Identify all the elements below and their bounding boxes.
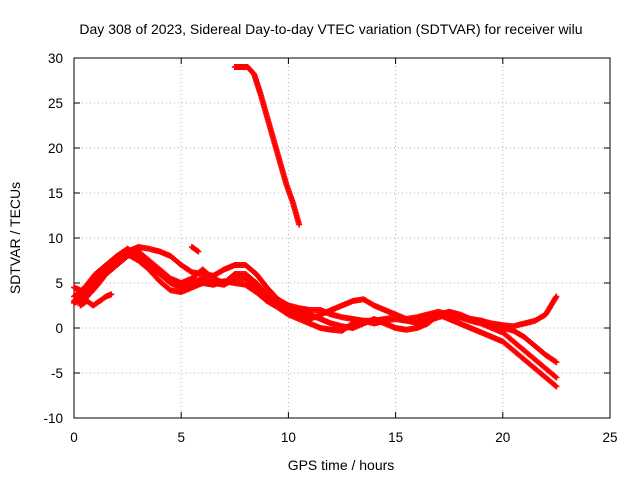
y-tick-label: 30: [48, 51, 63, 66]
data-point: [553, 383, 560, 390]
x-tick-label: 5: [177, 430, 185, 445]
y-tick-label: 20: [48, 141, 63, 156]
y-tick-label: 25: [48, 96, 63, 111]
y-axis-label: SDTVAR / TECUs: [7, 182, 23, 294]
series-arc-5: [77, 244, 202, 309]
ticks: 0 5 10 15 20 25 -10 -5 0 5 10 15 20 25 30: [43, 51, 617, 445]
x-tick-label: 15: [388, 430, 403, 445]
y-tick-label: 15: [48, 186, 63, 201]
x-axis-label: GPS time / hours: [288, 457, 395, 473]
data-point: [553, 359, 560, 366]
series-arc-6: [231, 64, 303, 228]
data-point: [296, 221, 303, 228]
data-point: [195, 248, 202, 255]
x-tick-label: 25: [602, 430, 617, 445]
data-point: [552, 358, 559, 365]
data-point: [552, 373, 559, 380]
chart-title: Day 308 of 2023, Sidereal Day-to-day VTE…: [79, 21, 582, 37]
data-point: [552, 382, 559, 389]
x-tick-label: 0: [70, 430, 78, 445]
y-tick-label: 10: [48, 231, 63, 246]
data-point: [553, 374, 560, 381]
y-tick-label: 0: [55, 321, 63, 336]
data-point: [108, 291, 115, 298]
x-tick-label: 20: [495, 430, 510, 445]
y-tick-label: -5: [51, 366, 63, 381]
data-point: [553, 293, 560, 300]
x-tick-label: 10: [281, 430, 296, 445]
series-arc-4: [71, 251, 560, 390]
y-tick-label: 5: [55, 276, 63, 291]
series-layer: [71, 64, 560, 390]
y-tick-label: -10: [43, 411, 63, 426]
